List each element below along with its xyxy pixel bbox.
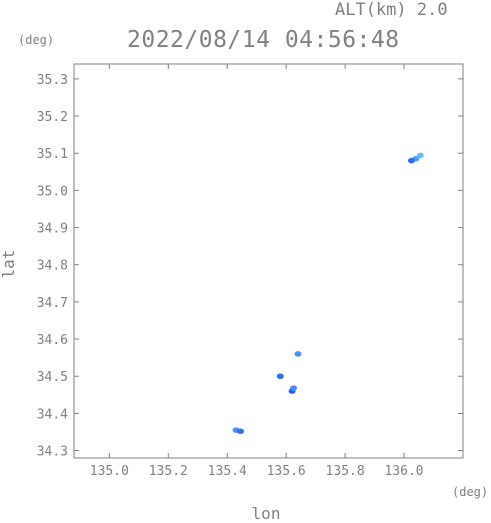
x-axis-label: lon [251, 504, 281, 523]
y-tick-label: 35.0 [37, 184, 68, 199]
data-point [416, 152, 424, 159]
y-tick-label: 34.9 [37, 222, 68, 237]
y-tick-label: 34.7 [37, 296, 68, 311]
data-point [290, 385, 298, 391]
x-tick-label: 135.4 [208, 464, 247, 479]
y-unit-label: (deg) [18, 33, 55, 47]
x-unit-label: (deg) [452, 485, 489, 499]
y-tick-label: 34.5 [37, 370, 68, 385]
y-tick-label: 35.3 [37, 73, 68, 88]
x-tick-label: 135.0 [90, 464, 129, 479]
data-point [276, 373, 284, 380]
y-tick-label: 34.3 [37, 445, 68, 460]
x-tick-label: 136.0 [384, 464, 423, 479]
data-point [237, 428, 245, 435]
y-tick-label: 34.6 [37, 333, 68, 348]
y-tick-label: 34.8 [37, 259, 68, 274]
y-tick-label: 35.2 [37, 110, 68, 125]
data-point [294, 351, 302, 357]
y-tick-label: 34.4 [37, 407, 68, 422]
plot-frame [73, 63, 464, 459]
data-point [407, 157, 415, 164]
x-tick-label: 135.2 [149, 464, 188, 479]
x-tick-label: 135.8 [326, 464, 365, 479]
altitude-label: ALT(km) 2.0 [335, 0, 448, 20]
x-tick-label: 135.6 [267, 464, 306, 479]
y-tick-label: 35.1 [37, 147, 68, 162]
datetime-title: 2022/08/14 04:56:48 [127, 27, 400, 53]
